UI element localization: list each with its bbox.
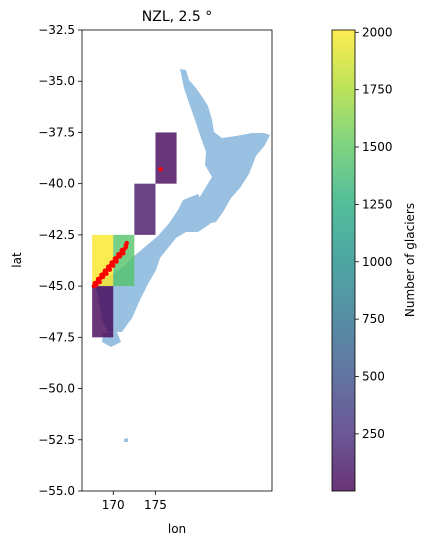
glacier-point — [96, 277, 100, 281]
glacier-point — [113, 256, 117, 260]
y-tick-label: −52.5 — [38, 433, 75, 447]
y-tick-label: −55.0 — [38, 484, 75, 498]
y-tick-label: −32.5 — [38, 23, 75, 37]
y-tick-label: −47.5 — [38, 330, 75, 344]
colorbar-tick-label: 750 — [362, 312, 385, 326]
glacier-point — [92, 281, 96, 285]
glacier-point — [125, 241, 129, 245]
y-tick-label: −42.5 — [38, 228, 75, 242]
colorbar-tick-label: 1250 — [362, 197, 393, 211]
map-plot — [92, 69, 270, 442]
chart-title: NZL, 2.5 ° — [142, 9, 212, 25]
y-tick-label: −45.0 — [38, 279, 75, 293]
glacier-point — [109, 260, 113, 264]
colorbar-tick-label: 2000 — [362, 25, 393, 39]
colorbar-tick-label: 1750 — [362, 83, 393, 97]
glacier-point — [103, 269, 107, 273]
y-tick-label: −50.0 — [38, 382, 75, 396]
x-tick-label: 175 — [144, 498, 167, 512]
glacier-point — [119, 248, 123, 252]
heatmap-cell — [134, 184, 155, 235]
y-tick-label: −40.0 — [38, 177, 75, 191]
glacier-point — [106, 264, 110, 268]
y-tick-label: −35.0 — [38, 74, 75, 88]
auckland-islands-shape — [124, 438, 128, 442]
colorbar-tick-label: 1000 — [362, 255, 393, 269]
y-tick-label: −37.5 — [38, 125, 75, 139]
x-tick-label: 170 — [102, 498, 125, 512]
colorbar-tick-label: 250 — [362, 427, 385, 441]
colorbar: 250 500 750 1000 1250 1500 1750 2000 Number of … — [332, 25, 417, 491]
x-axis-label: lon — [168, 522, 186, 536]
glacier-point — [124, 245, 128, 249]
y-axis: −32.5 −35.0 −37.5 −40.0 −42.5 −45.0 −47.5 −50.0… — [38, 23, 82, 498]
colorbar-tick-label: 1500 — [362, 140, 393, 154]
x-axis: 170 175 — [102, 491, 167, 512]
heatmap-cell — [155, 132, 176, 183]
heatmap-cell — [92, 286, 113, 337]
colorbar-gradient — [332, 30, 355, 491]
glacier-point — [116, 252, 120, 256]
glacier-point — [99, 273, 103, 277]
colorbar-label: Number of glaciers — [403, 203, 417, 317]
glacier-point — [158, 167, 162, 171]
y-axis-label: lat — [10, 252, 24, 268]
colorbar-tick-label: 500 — [362, 369, 385, 383]
colorbar-ticks: 250 500 750 1000 1250 1500 1750 2000 — [355, 25, 393, 441]
